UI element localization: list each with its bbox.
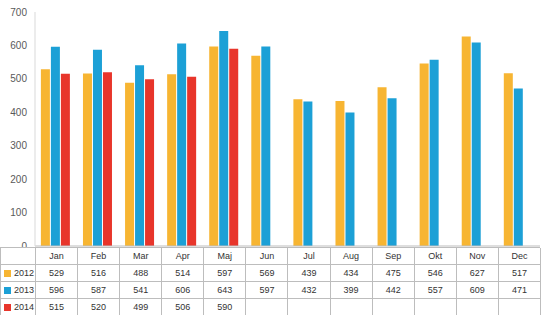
html-text:Mar: Mar <box>132 251 149 261</box>
html-text:Feb: Feb <box>90 251 107 261</box>
html-text:529: 529 <box>49 268 64 278</box>
html-text:Okt: Okt <box>428 251 443 261</box>
html-text:2014: 2014 <box>14 302 34 312</box>
html-text:Jun: Jun <box>259 251 275 261</box>
html-text:471: 471 <box>511 285 527 295</box>
html-text:541: 541 <box>133 285 149 295</box>
html-text:596: 596 <box>49 285 64 295</box>
html-text:Apr: Apr <box>175 251 190 261</box>
svg-text:700: 700 <box>10 7 27 18</box>
html-text:442: 442 <box>385 285 401 295</box>
html-text:609: 609 <box>469 285 485 295</box>
html-text:Maj: Maj <box>217 251 233 261</box>
html-text:475: 475 <box>385 268 401 278</box>
html-text:520: 520 <box>91 302 107 312</box>
html-text:590: 590 <box>217 302 233 312</box>
html-text:517: 517 <box>511 268 527 278</box>
html-text:546: 546 <box>427 268 443 278</box>
svg-text:100: 100 <box>10 207 27 218</box>
html-text:499: 499 <box>133 302 149 312</box>
html-text:597: 597 <box>217 268 233 278</box>
html-text:506: 506 <box>175 302 191 312</box>
html-text:569: 569 <box>259 268 275 278</box>
html-text:514: 514 <box>175 268 191 278</box>
html-text:432: 432 <box>301 285 317 295</box>
html-text:439: 439 <box>301 268 317 278</box>
html-text:434: 434 <box>343 268 359 278</box>
svg-text:600: 600 <box>10 40 27 51</box>
svg-text:400: 400 <box>10 107 27 118</box>
html-text:Aug: Aug <box>343 251 360 261</box>
html-text:Sep: Sep <box>385 251 402 261</box>
html-text:606: 606 <box>175 285 191 295</box>
svg-text:500: 500 <box>10 73 27 84</box>
html-text:557: 557 <box>427 285 443 295</box>
svg-text:200: 200 <box>10 174 27 185</box>
html-text:399: 399 <box>343 285 359 295</box>
svg-text:300: 300 <box>10 140 27 151</box>
html-text:587: 587 <box>91 285 107 295</box>
html-text:Jan: Jan <box>49 251 64 261</box>
html-text:643: 643 <box>217 285 233 295</box>
html-text:488: 488 <box>133 268 149 278</box>
svg-text:0: 0 <box>21 241 27 247</box>
html-text:2012: 2012 <box>14 268 34 278</box>
html-text:597: 597 <box>259 285 275 295</box>
html-text:627: 627 <box>469 268 485 278</box>
html-text:515: 515 <box>49 302 64 312</box>
html-text:516: 516 <box>91 268 107 278</box>
html-text:Jul: Jul <box>303 251 315 261</box>
html-text:2013: 2013 <box>14 285 34 295</box>
html-text:Dec: Dec <box>511 251 528 261</box>
html-text:Nov: Nov <box>469 251 486 261</box>
